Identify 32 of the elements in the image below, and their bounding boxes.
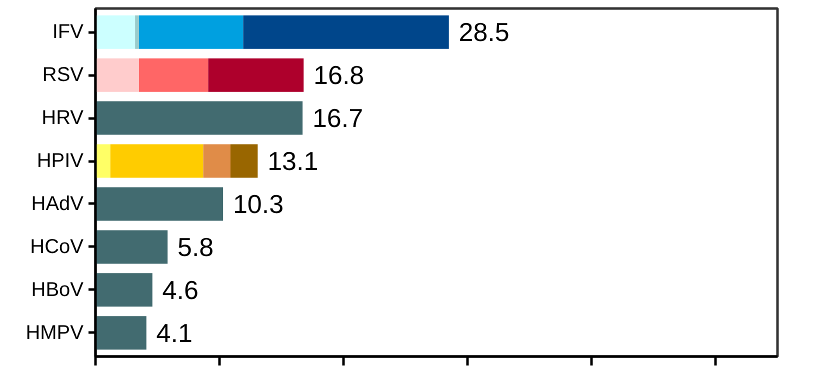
bar (138, 58, 208, 92)
bar (230, 144, 258, 178)
bar (203, 144, 230, 178)
annotation: 16.8 (314, 60, 364, 90)
y-tick-label: HPIV (36, 150, 84, 172)
bar (96, 15, 136, 49)
bar (243, 15, 449, 49)
annotation: 4.6 (162, 274, 198, 305)
bar (96, 273, 152, 307)
annotation: 4.1 (156, 318, 192, 348)
bar (208, 58, 304, 92)
y-tick-label: HRV (42, 107, 84, 130)
y-tick-label: HBoV (31, 278, 84, 301)
bar (135, 15, 139, 49)
y-tick-label: HMPV (26, 322, 84, 344)
y-tick-label: RSV (42, 64, 84, 86)
annotation: 28.5 (458, 17, 510, 48)
bar (96, 187, 224, 221)
annotation: 5.8 (177, 232, 214, 262)
bar (96, 230, 168, 264)
bar (96, 101, 303, 135)
bar (110, 144, 204, 178)
annotation: 13.1 (268, 146, 318, 176)
bar (96, 316, 146, 350)
bar (96, 58, 139, 92)
annotation: 16.7 (312, 103, 364, 134)
y-tick-label: HCoV (30, 236, 84, 258)
bar (96, 144, 110, 178)
annotation: 10.3 (232, 188, 284, 219)
y-tick-label: IFV (52, 21, 84, 44)
bar (138, 15, 244, 49)
y-tick-label: HAdV (31, 192, 84, 215)
